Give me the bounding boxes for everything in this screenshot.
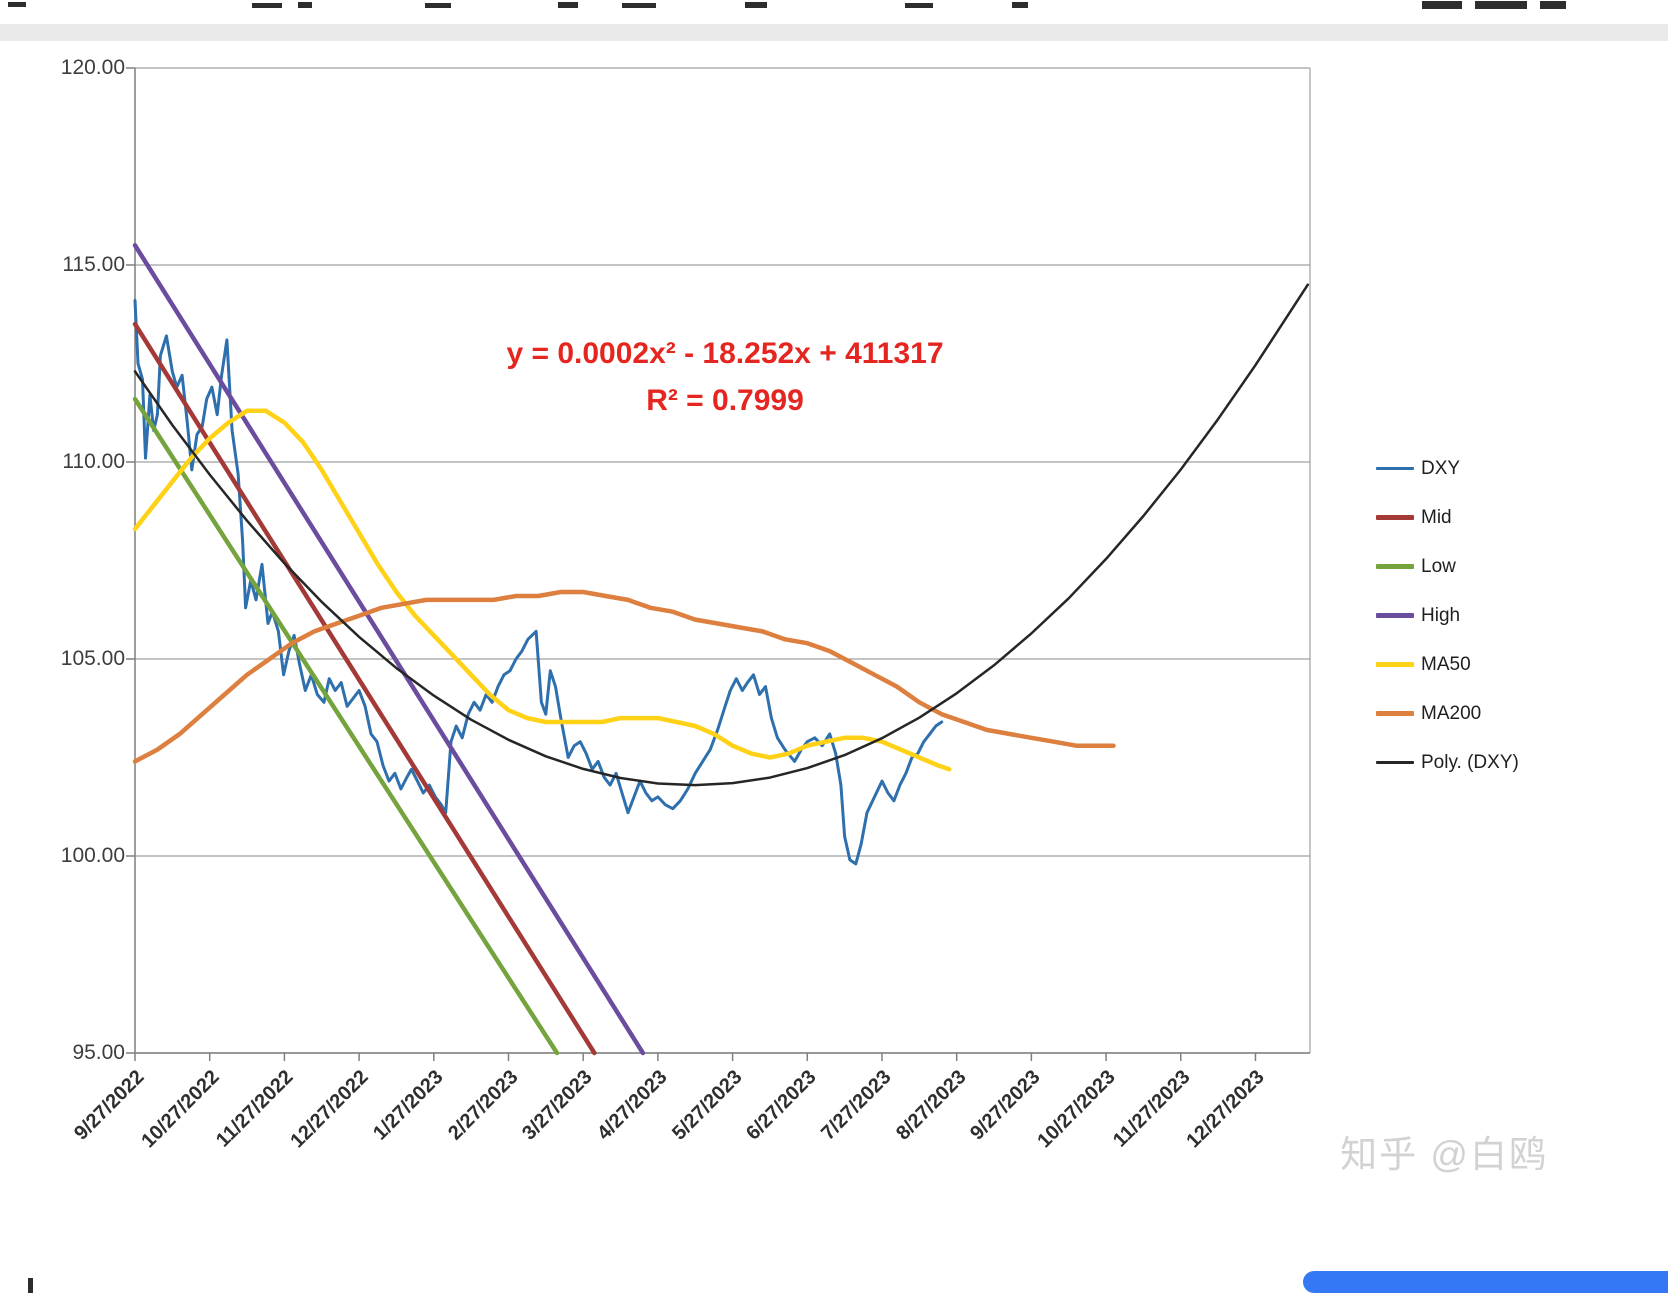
y-axis-tick-label: 115.00 xyxy=(62,253,125,276)
series-line-dxy xyxy=(133,299,944,866)
cropped-text-fragment xyxy=(425,3,451,8)
legend-entry-high: High xyxy=(1376,591,1519,640)
y-axis-tick-label: 120.00 xyxy=(60,56,125,79)
legend-line-sample-icon xyxy=(1376,515,1414,520)
cropped-text-fragment xyxy=(558,2,578,8)
cropped-text-fragment xyxy=(1422,1,1462,9)
series-line-ma200 xyxy=(132,589,1116,764)
y-axis-tick-label: 105.00 xyxy=(60,647,125,670)
legend-entry-ma200: MA200 xyxy=(1376,689,1519,738)
legend-label: DXY xyxy=(1421,457,1461,479)
cropped-text-fragment xyxy=(298,2,312,8)
y-axis-tick-label: 110.00 xyxy=(62,450,125,473)
legend-label: Mid xyxy=(1421,506,1452,528)
legend-label: MA50 xyxy=(1421,653,1471,675)
legend-line-sample-icon xyxy=(1376,466,1414,471)
chart-legend: DXY Mid Low High MA50 MA200 Poly. (DXY) xyxy=(1376,444,1519,787)
legend-entry-dxy: DXY xyxy=(1376,444,1519,493)
legend-label: Poly. (DXY) xyxy=(1421,751,1519,773)
cropped-text-fragment xyxy=(1540,1,1566,9)
legend-label: MA200 xyxy=(1421,702,1482,724)
y-axis-tick-label: 95.00 xyxy=(72,1041,125,1064)
y-axis-tick-label: 100.00 xyxy=(60,844,125,867)
legend-entry-ma50: MA50 xyxy=(1376,640,1519,689)
legend-label: High xyxy=(1421,604,1461,626)
legend-line-sample-icon xyxy=(1376,760,1414,765)
legend-line-sample-icon xyxy=(1376,662,1414,667)
legend-line-sample-icon xyxy=(1376,613,1414,618)
header-divider-band xyxy=(0,24,1668,41)
cropped-text-fragment xyxy=(622,3,656,8)
cropped-text-fragment xyxy=(745,2,767,8)
cropped-text-fragment xyxy=(905,3,933,8)
series-line-high xyxy=(132,243,646,1056)
cropped-text-fragment xyxy=(1475,1,1527,9)
cropped-text-fragment xyxy=(8,2,26,7)
legend-entry-low: Low xyxy=(1376,542,1519,591)
trendline-equation: y = 0.0002x² - 18.252x + 411317 R² = 0.7… xyxy=(420,330,1030,425)
legend-line-sample-icon xyxy=(1376,711,1414,716)
cropped-text-fragment xyxy=(1012,2,1028,8)
legend-entry-poly-dxy: Poly. (DXY) xyxy=(1376,738,1519,787)
legend-entry-mid: Mid xyxy=(1376,493,1519,542)
series-line-ma50 xyxy=(132,408,952,772)
series-line-mid xyxy=(132,321,597,1056)
cropped-text-fragment xyxy=(28,1278,33,1293)
legend-line-sample-icon xyxy=(1376,564,1414,569)
series-line-low xyxy=(132,396,560,1056)
series-line-poly-dxy xyxy=(133,283,1310,787)
watermark: 知乎 @白鸥 xyxy=(1340,1134,1548,1175)
legend-label: Low xyxy=(1421,555,1456,577)
cropped-text-fragment xyxy=(252,3,282,8)
equation-line: y = 0.0002x² - 18.252x + 411317 xyxy=(506,337,944,370)
footer-blue-button[interactable] xyxy=(1303,1271,1668,1293)
r-squared-line: R² = 0.7999 xyxy=(646,384,804,418)
